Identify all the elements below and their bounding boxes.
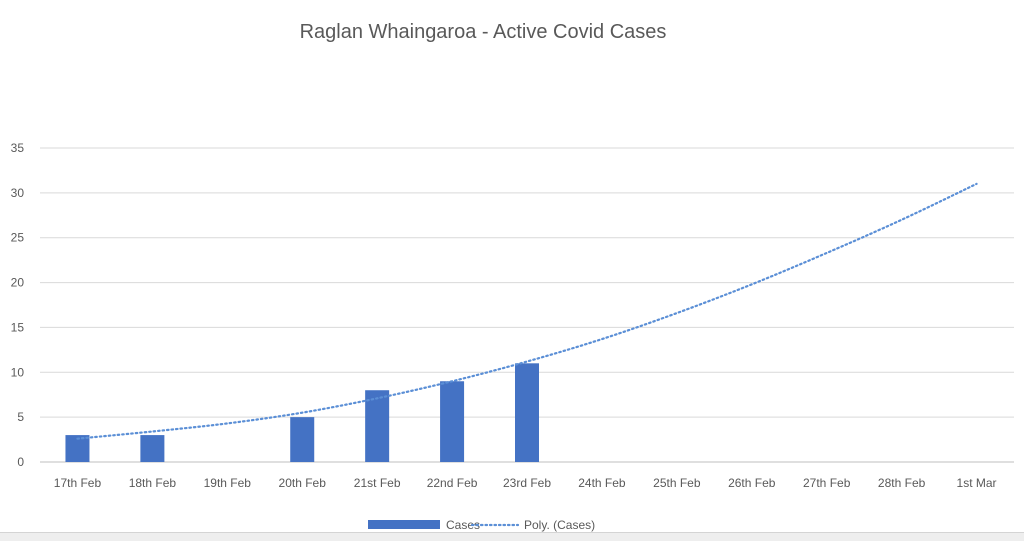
trendline-path <box>76 182 978 440</box>
x-tick-label: 22nd Feb <box>427 476 478 490</box>
bar <box>140 435 165 462</box>
y-tick-label: 30 <box>11 186 25 200</box>
x-axis-ticks: 17th Feb 18th Feb 19th Feb 20th Feb 21st Feb… <box>54 476 997 490</box>
y-tick-label: 20 <box>11 276 25 290</box>
legend-swatch-cases <box>368 520 440 529</box>
x-tick-label: 26th Feb <box>728 476 776 490</box>
trendline-series <box>76 182 978 440</box>
chart-title: Raglan Whaingaroa - Active Covid Cases <box>300 21 667 43</box>
bar <box>440 381 465 462</box>
y-axis-ticks: 0 5 10 15 20 25 30 35 <box>11 141 25 469</box>
x-tick-label: 24th Feb <box>578 476 626 490</box>
legend: Cases Poly. (Cases) <box>368 518 595 532</box>
x-tick-label: 23rd Feb <box>503 476 551 490</box>
legend-label-cases: Cases <box>446 518 480 532</box>
bar <box>515 363 539 462</box>
window-bottom-edge <box>0 532 1024 541</box>
bar <box>365 390 390 462</box>
y-tick-label: 35 <box>11 141 25 155</box>
legend-label-trendline: Poly. (Cases) <box>524 518 595 532</box>
y-tick-label: 0 <box>17 455 24 469</box>
y-tick-label: 15 <box>11 320 25 334</box>
x-tick-label: 21st Feb <box>354 476 401 490</box>
x-tick-label: 18th Feb <box>129 476 177 490</box>
x-tick-label: 19th Feb <box>204 476 252 490</box>
bar-series-cases <box>65 363 539 462</box>
y-tick-label: 5 <box>17 410 24 424</box>
bar <box>290 417 315 462</box>
x-tick-label: 1st Mar <box>957 476 997 490</box>
y-tick-label: 25 <box>11 231 25 245</box>
y-tick-label: 10 <box>11 365 25 379</box>
x-tick-label: 28th Feb <box>878 476 926 490</box>
x-tick-label: 27th Feb <box>803 476 851 490</box>
x-tick-label: 20th Feb <box>279 476 327 490</box>
x-tick-label: 17th Feb <box>54 476 102 490</box>
x-tick-label: 25th Feb <box>653 476 701 490</box>
